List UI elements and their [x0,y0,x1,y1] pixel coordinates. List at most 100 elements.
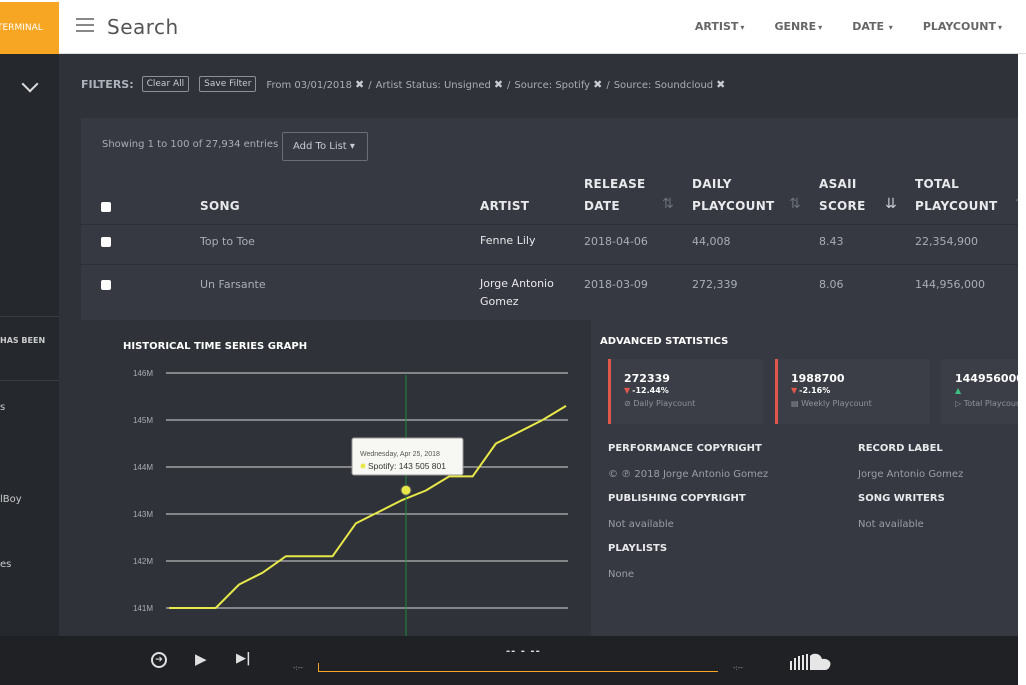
caret-down-icon: ▾ [818,23,823,32]
calendar-icon: ▤ [791,399,799,408]
divider [81,224,1026,225]
down-triangle-icon: ▼ [624,386,631,395]
col-song[interactable]: SONG [200,199,240,213]
sidebar-text: HAS BEEN [0,336,46,345]
soundcloud-icon[interactable] [790,652,832,672]
track-title: -- - -- [506,646,541,657]
skip-forward-circle-icon[interactable]: ➔ [151,652,167,668]
cell-song[interactable]: Un Farsante [200,278,266,291]
stat-label: ⊘ Daily Playcount [624,399,696,408]
up-triangle-icon: ▲ [955,386,962,395]
entries-count: Showing 1 to 100 of 27,934 entries [102,139,279,150]
record-label-heading: RECORD LABEL [858,443,943,454]
stat-card-total: 144956000 ▲ ▷ Total Playcount [941,359,1026,424]
tooltip-box [351,437,464,476]
divider [81,264,1026,265]
filters-label: FILTERS: [81,77,134,91]
results-panel: Showing 1 to 100 of 27,934 entries Add T… [81,118,1026,320]
sort-desc-icon[interactable]: ⇊ [885,196,897,212]
line-chart[interactable]: 146M 145M 144M 143M 142M 141M Wednesday, Apr 2… [81,320,591,636]
clear-all-button[interactable]: Clear All [141,76,190,92]
col-total-playcount[interactable]: TOTAL PLAYCOUNT [915,177,998,213]
series-line-spotify [169,405,567,609]
stat-value: 272339 [624,372,670,385]
y-tick-label: 146M [133,369,153,378]
col-daily-playcount[interactable]: DAILY PLAYCOUNT [692,177,775,213]
caret-down-icon: ▾ [886,23,893,32]
remove-icon[interactable]: ✖ [593,77,603,91]
record-label-value: Jorge Antonio Gomez [858,469,964,480]
stat-accent-bar [608,359,611,424]
stat-label: ▷ Total Playcount [955,399,1025,408]
tooltip-value: Spotify: 143 505 801 [368,461,446,471]
row-checkbox[interactable] [101,280,111,290]
sidebar-item[interactable]: es [0,559,12,570]
chevron-down-icon[interactable] [21,75,39,93]
progress-bar[interactable] [318,671,718,672]
col-asaii-score[interactable]: ASAII SCORE [819,177,866,213]
remove-icon[interactable]: ✖ [493,77,504,91]
performance-copyright-heading: PERFORMANCE COPYRIGHT [608,443,762,454]
playlists-heading: PLAYLISTS [608,543,668,554]
cell-song[interactable]: Top to Toe [200,235,255,248]
stat-card-weekly: 1988700 ▼ -2.16% ▤ Weekly Playcount [775,359,930,424]
menu-artist[interactable]: ARTIST ▾ [694,20,745,33]
cell-artist[interactable]: Fenne Lily [480,234,536,247]
remove-icon[interactable]: ✖ [716,77,726,91]
col-artist[interactable]: ARTIST [480,199,530,213]
stat-value: 144956000 [955,372,1024,385]
y-tick-label: 145M [133,416,153,425]
filters-bar: FILTERS: Clear All Save Filter From 03/0… [81,76,729,92]
sort-icon[interactable]: ⇅ [789,196,801,212]
tooltip-date: Wednesday, Apr 25, 2018 [360,451,440,458]
menu-playcount[interactable]: PLAYCOUNT ▾ [922,20,1002,33]
cell-total-playcount: 22,354,900 [915,235,978,248]
cell-asaii-score: 8.06 [819,278,844,291]
publishing-copyright-heading: PUBLISHING COPYRIGHT [608,493,746,504]
divider [0,316,59,317]
cell-release-date: 2018-04-06 [584,235,648,248]
row-checkbox[interactable] [101,237,111,247]
y-tick-label: 144M [133,463,153,472]
col-release-date[interactable]: RELEASE DATE [584,177,646,213]
select-all-checkbox[interactable] [101,202,111,212]
daily-icon: ⊘ [624,399,631,408]
caret-down-icon: ▾ [740,23,745,32]
menu-date[interactable]: DATE ▾ [852,20,893,33]
add-to-list-button[interactable]: Add To List ▾ [282,132,368,161]
page-title[interactable]: Search [107,15,179,39]
sidebar-item[interactable]: lBoy [0,494,22,505]
performance-copyright-value: © ℗ 2018 Jorge Antonio Gomez [608,469,769,480]
y-tick-label: 141M [133,604,153,613]
filter-chip[interactable]: Artist Status: Unsigned ✖ / [375,77,511,91]
play-icon[interactable]: ▶ [195,650,207,668]
graph-title: HISTORICAL TIME SERIES GRAPH [123,341,308,352]
publishing-copyright-value: Not available [608,519,674,530]
menu-icon[interactable] [76,18,94,32]
row-detail-panel: HISTORICAL TIME SERIES GRAPH 146M 145M 144… [81,320,1026,636]
y-tick-label: 143M [133,510,153,519]
filter-chip[interactable]: Source: Spotify ✖ / [514,77,610,91]
stat-change: ▼ -2.16% [791,386,831,395]
playlists-value: None [608,569,635,580]
stat-card-daily: 272339 ▼ -12.44% ⊘ Daily Playcount [608,359,763,424]
menu-genre[interactable]: GENRE ▾ [774,20,823,33]
down-triangle-icon: ▼ [791,386,798,395]
cell-artist[interactable]: Jorge Antonio Gomez [480,277,554,308]
sidebar-text: s [0,402,6,413]
y-tick-label: 142M [133,557,153,566]
song-writers-value: Not available [858,519,924,530]
filter-chip[interactable]: Source: Soundcloud ✖ [613,77,726,91]
stat-change: ▼ -12.44% [624,386,669,395]
sort-icon[interactable]: ⇅ [662,196,674,212]
remove-icon[interactable]: ✖ [355,77,365,91]
next-track-icon[interactable]: ▶| [236,651,251,666]
brand-logo[interactable]: TERMINAL [0,2,59,54]
time-elapsed: -:-- [293,664,303,672]
advanced-statistics-title: ADVANCED STATISTICS [600,336,729,347]
filter-chip[interactable]: From 03/01/2018 ✖ / [266,77,372,91]
cell-daily-playcount: 44,008 [692,235,731,248]
save-filter-button[interactable]: Save Filter [199,76,257,92]
stat-value: 1988700 [791,372,845,385]
